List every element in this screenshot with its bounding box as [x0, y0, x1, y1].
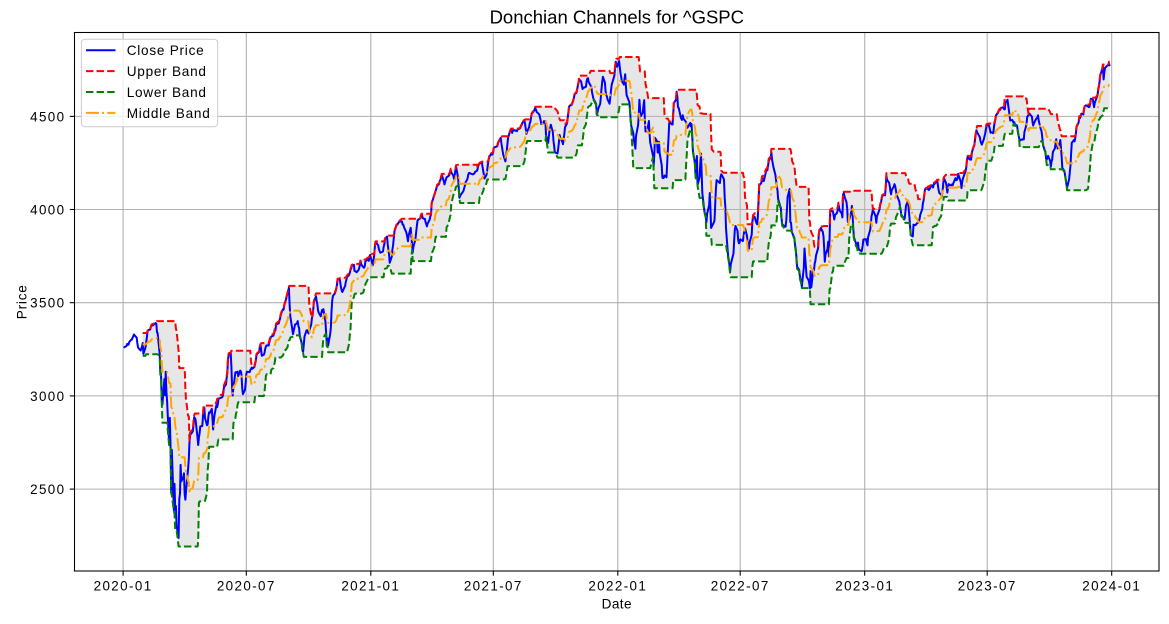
svg-text:4000: 4000 [30, 203, 65, 218]
svg-text:Price: Price [15, 284, 30, 319]
svg-text:2020-07: 2020-07 [217, 579, 276, 594]
svg-text:Close Price: Close Price [127, 43, 205, 58]
svg-text:2024-01: 2024-01 [1082, 579, 1141, 594]
svg-text:2020-01: 2020-01 [94, 579, 153, 594]
svg-text:2021-07: 2021-07 [464, 579, 523, 594]
svg-text:Upper Band: Upper Band [127, 64, 207, 79]
svg-text:3500: 3500 [30, 296, 65, 311]
svg-text:2021-01: 2021-01 [341, 579, 400, 594]
svg-text:2023-07: 2023-07 [958, 579, 1017, 594]
svg-text:Middle Band: Middle Band [127, 106, 211, 121]
svg-text:2022-07: 2022-07 [711, 579, 770, 594]
svg-text:2023-01: 2023-01 [835, 579, 894, 594]
svg-text:2500: 2500 [30, 482, 65, 497]
svg-text:3000: 3000 [30, 389, 65, 404]
svg-text:Lower Band: Lower Band [127, 85, 207, 100]
svg-text:Donchian Channels for ^GSPC: Donchian Channels for ^GSPC [490, 6, 744, 27]
svg-text:4500: 4500 [30, 109, 65, 124]
svg-text:Date: Date [602, 597, 632, 612]
svg-text:2022-01: 2022-01 [588, 579, 647, 594]
